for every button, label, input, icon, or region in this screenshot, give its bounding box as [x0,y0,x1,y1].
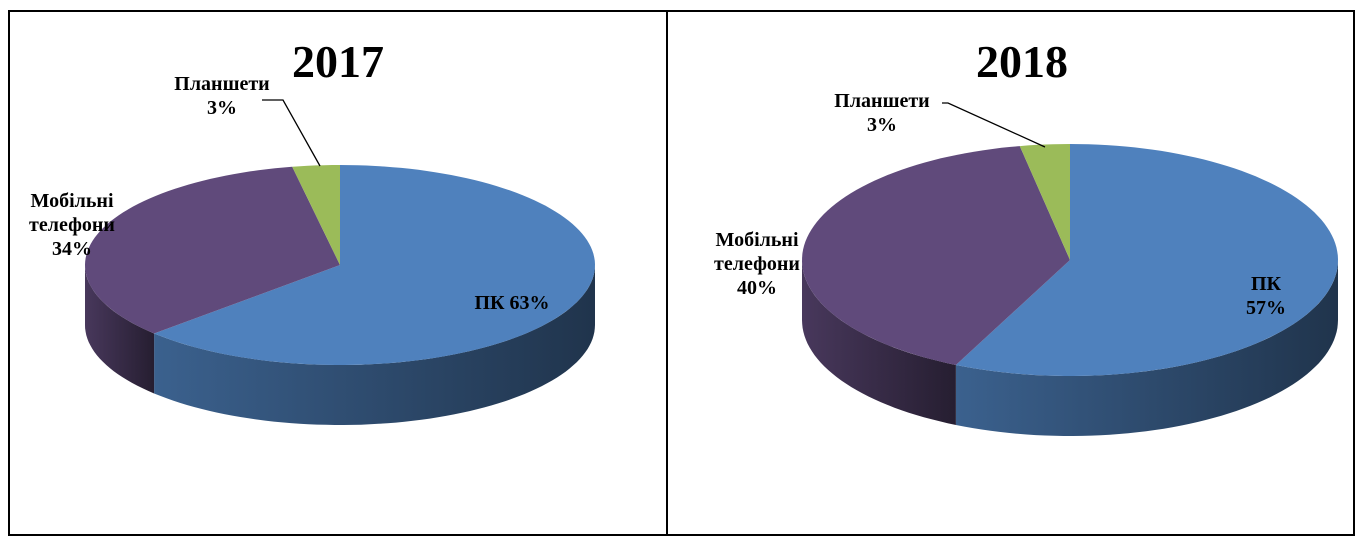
data-label: Планшети 3% [157,72,287,120]
value-label: 3% [207,97,237,119]
chart-title: 2018 [976,36,1068,87]
data-label: ПК 57% [1226,272,1306,320]
category-label: ПК [1250,273,1282,295]
slice [802,146,1070,365]
value-label: 34% [52,238,92,260]
slice-side [85,265,155,394]
value-label: 40% [737,277,777,299]
leader-line [942,102,1046,148]
slice-side [154,265,595,425]
data-label: Планшети 3% [817,89,947,137]
slice-side [802,260,956,425]
slice [955,144,1338,376]
slice-side [955,260,1338,436]
slice [1019,144,1070,260]
panel-border [666,10,1355,536]
value-label: 57% [1246,297,1286,319]
value-label: 63% [509,292,550,314]
data-label: Мобільні телефони 34% [7,189,137,261]
slice [292,165,340,265]
chart-title: 2017 [292,36,384,87]
slice [154,165,595,365]
value-label: 3% [867,114,897,136]
category-label: Мобільні телефони [714,229,800,275]
category-label: Планшети [834,90,930,112]
category-label: Планшети [174,73,270,95]
category-label: Мобільні телефони [29,190,115,236]
category-label: ПК [474,292,505,314]
data-label: Мобільні телефони 40% [692,228,822,300]
slice [85,166,340,334]
leader-line [262,99,321,167]
data-label: ПК 63% [432,291,592,315]
